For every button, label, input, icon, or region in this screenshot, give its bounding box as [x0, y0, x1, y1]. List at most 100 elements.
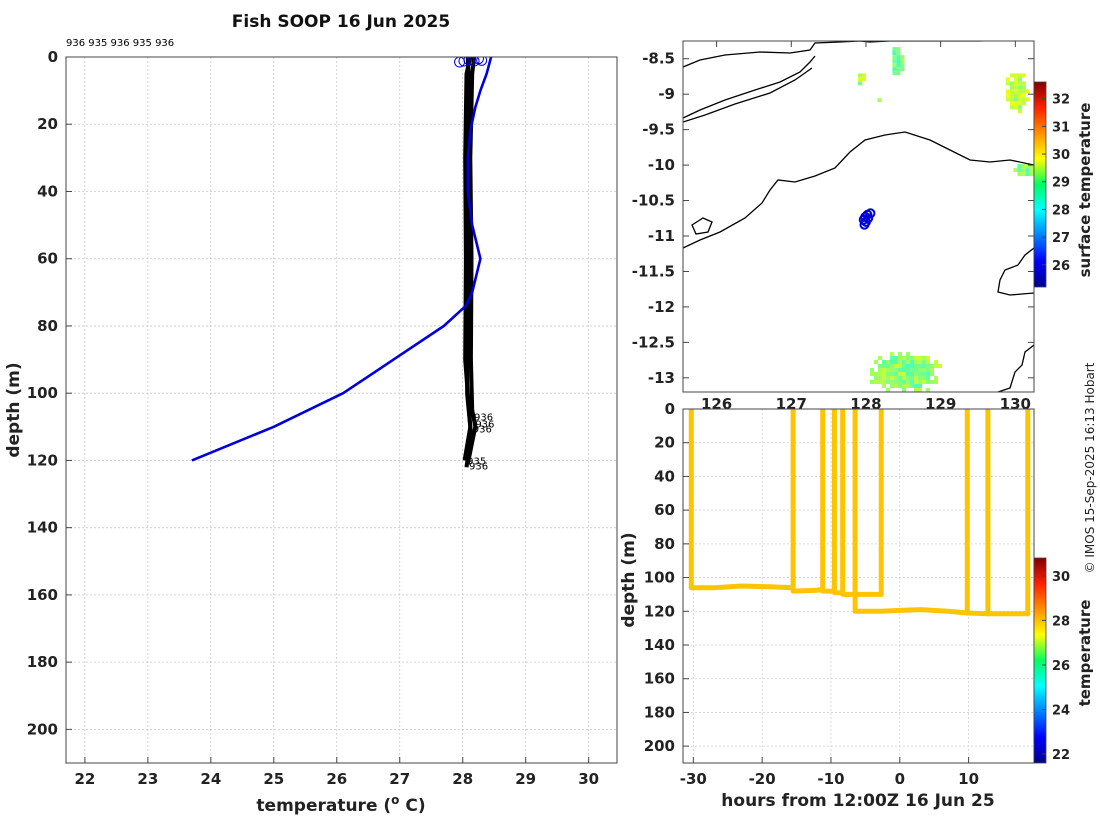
- sst-cell: [892, 59, 897, 64]
- sst-cell: [902, 388, 906, 392]
- top-annotation: 936 935 936 935 936: [66, 38, 174, 49]
- profile-line: [464, 57, 473, 468]
- hov-y-tick-label: 160: [644, 670, 675, 688]
- sst-cell: [1029, 172, 1034, 177]
- sst-cell: [1005, 97, 1010, 102]
- sst-cell: [1025, 89, 1030, 94]
- sst-cell: [918, 376, 922, 380]
- sst-cell: [890, 368, 894, 372]
- sst-cell: [906, 376, 910, 380]
- sst-cell: [914, 388, 918, 392]
- sst-cell: [892, 63, 897, 68]
- sst-cell: [910, 364, 914, 368]
- sst-cell: [890, 364, 894, 368]
- sst-cell: [878, 364, 882, 368]
- map-colorbar-tick-label: 27: [1052, 231, 1070, 246]
- sst-cell: [918, 368, 922, 372]
- sst-cell: [914, 380, 918, 384]
- x-tick-label: 26: [326, 770, 347, 788]
- profile-end-label: 936: [469, 461, 488, 472]
- sst-cell: [892, 67, 897, 72]
- sst-cell: [922, 356, 926, 360]
- sst-cell: [900, 59, 905, 64]
- x-tick-label: 29: [515, 770, 536, 788]
- sst-cell: [898, 384, 902, 388]
- map-colorbar-tick-label: 30: [1052, 148, 1070, 163]
- hov-y-tick-label: 40: [654, 467, 675, 485]
- sst-cell: [1021, 172, 1026, 177]
- sst-cell: [910, 356, 914, 360]
- sst-cell: [900, 67, 905, 72]
- hov-colorbar-tick-label: 28: [1052, 614, 1070, 629]
- sst-cell: [1021, 73, 1026, 78]
- hov-y-tick-label: 20: [654, 434, 675, 452]
- sst-cell: [918, 360, 922, 364]
- y-tick-label: 180: [27, 653, 58, 671]
- sst-cell: [934, 364, 938, 368]
- sst-cell: [1009, 89, 1014, 94]
- sst-cell: [906, 384, 910, 388]
- profile-chart: Fish SOOP 16 Jun 2025 936 935 936 935 93…: [4, 12, 618, 816]
- sst-cell: [926, 360, 930, 364]
- map-x-tick-label: 126: [701, 395, 732, 413]
- y-tick-label: 120: [27, 451, 58, 469]
- sst-cell: [870, 380, 874, 384]
- sst-cell: [890, 360, 894, 364]
- sst-cell: [934, 360, 938, 364]
- sst-cell: [898, 380, 902, 384]
- sst-map: -8.5 -9 -9.5 -10 -10.5 -11 -11.5 -12 -12.5 -13 126…: [632, 40, 1094, 413]
- sst-cell: [878, 372, 882, 376]
- sst-cell: [1009, 101, 1014, 106]
- sst-cell: [910, 360, 914, 364]
- sst-cell: [894, 368, 898, 372]
- sst-cell: [922, 360, 926, 364]
- sst-cell: [892, 51, 897, 56]
- sst-cell: [926, 376, 930, 380]
- sst-cell: [926, 364, 930, 368]
- sst-cell: [1013, 105, 1018, 110]
- hov-x-tick-label: -10: [817, 770, 844, 788]
- sst-cell: [1017, 73, 1022, 78]
- sst-cell: [930, 372, 934, 376]
- sst-cell: [858, 77, 862, 82]
- sst-cell: [1017, 89, 1022, 94]
- sst-cell: [902, 392, 906, 396]
- sst-cell: [918, 356, 922, 360]
- surface-marker: [476, 57, 488, 66]
- coastlines: [683, 41, 1034, 392]
- sst-cell: [898, 364, 902, 368]
- sst-cell: [914, 372, 918, 376]
- sst-cell: [902, 384, 906, 388]
- sst-cell: [1021, 85, 1026, 90]
- sst-cell: [882, 384, 886, 388]
- sst-cell: [1017, 93, 1022, 98]
- hov-y-tick-label: 120: [644, 602, 675, 620]
- sst-cell: [906, 360, 910, 364]
- profile-line: [191, 57, 493, 462]
- map-y-tick-label: -9.5: [642, 121, 675, 139]
- x-tick-label: 22: [74, 770, 95, 788]
- sst-cell: [914, 360, 918, 364]
- sst-cell: [890, 352, 894, 356]
- credit-text: © IMOS 15-Sep-2025 16:13 Hobart: [1083, 362, 1097, 573]
- sst-cell: [1005, 89, 1010, 94]
- sst-cell: [910, 372, 914, 376]
- sst-cell: [874, 372, 878, 376]
- sst-cell: [1013, 101, 1018, 106]
- sst-cell: [1017, 85, 1022, 90]
- sst-cell: [898, 368, 902, 372]
- sst-cell: [922, 380, 926, 384]
- profile-series: [191, 57, 493, 468]
- map-colorbar: [1033, 81, 1047, 288]
- depth-time-chart: -30 -20 -10 0 10020406080100120140160180200 …: [619, 400, 1094, 811]
- sst-cell: [886, 364, 890, 368]
- sst-cell: [918, 388, 922, 392]
- y-tick-label: 200: [27, 720, 58, 738]
- sst-cell: [930, 364, 934, 368]
- sst-cell: [898, 360, 902, 364]
- map-x-tick-label: 129: [925, 395, 956, 413]
- sst-cell: [878, 356, 882, 360]
- y-tick-label: 20: [37, 115, 58, 133]
- sst-cell: [930, 368, 934, 372]
- sst-cell: [874, 360, 878, 364]
